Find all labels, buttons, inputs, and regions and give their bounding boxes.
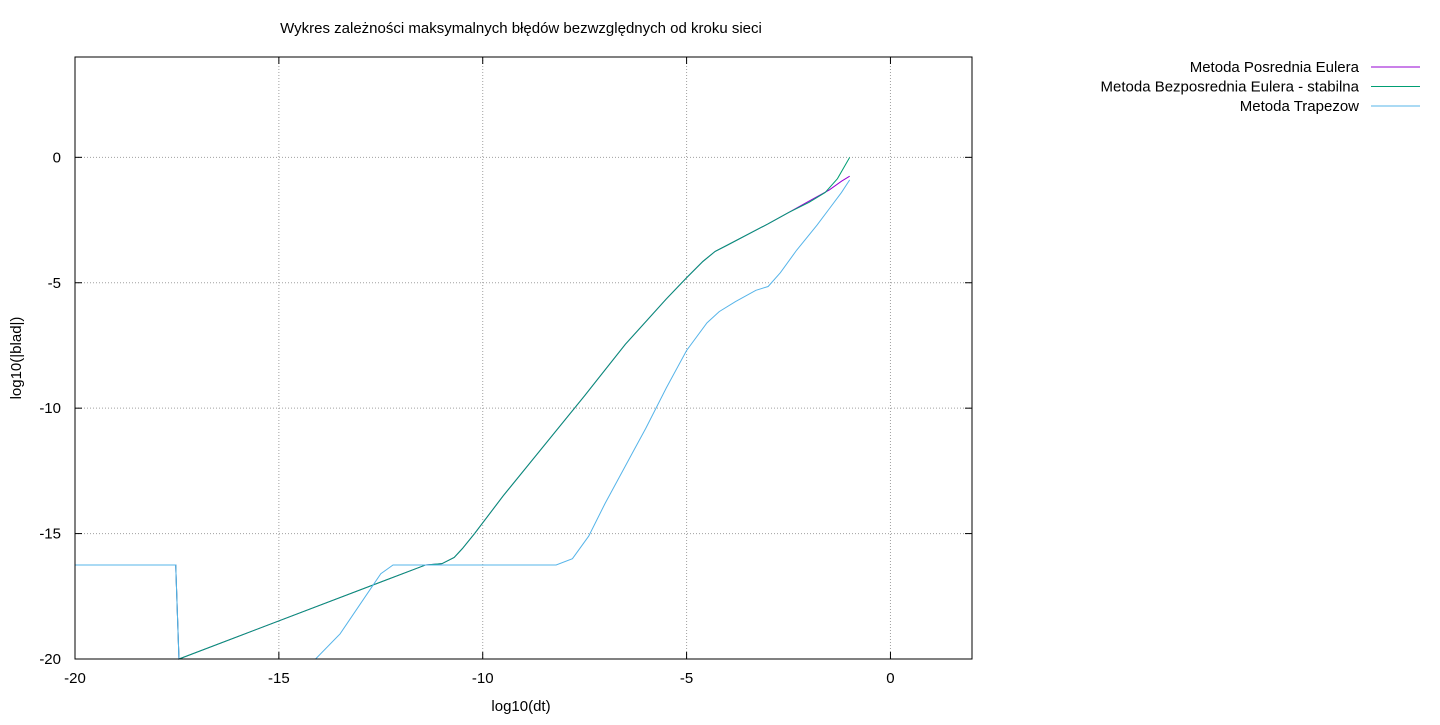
- x-tick-label: -20: [64, 670, 86, 687]
- series-line-1: [75, 175, 850, 660]
- axis-layer: -20 -15 -10 -5 0 0 -5 -10 -15 -20: [39, 56, 973, 687]
- x-tick-label: 0: [886, 670, 894, 687]
- y-tick-label: -20: [39, 651, 61, 668]
- y-tick-label: -10: [39, 400, 61, 417]
- series-layer: [75, 157, 851, 660]
- y-tick-label: 0: [53, 149, 61, 166]
- x-axis-label: log10(dt): [491, 698, 550, 715]
- series-line-3: [75, 179, 851, 660]
- grid-layer: [75, 57, 972, 659]
- series-line-2: [75, 157, 851, 660]
- legend-label: Metoda Trapezow: [1240, 98, 1359, 115]
- x-tick-label: -10: [472, 670, 494, 687]
- x-tick-label: -15: [268, 670, 290, 687]
- y-axis-label: log10(|blad|): [8, 317, 25, 400]
- x-tick-label: -5: [680, 670, 693, 687]
- y-tick-label: -5: [48, 275, 61, 292]
- legend: Metoda Posrednia Eulera Metoda Bezposredn…: [1101, 59, 1420, 115]
- legend-label: Metoda Posrednia Eulera: [1190, 59, 1360, 76]
- legend-label: Metoda Bezposrednia Eulera - stabilna: [1101, 79, 1360, 96]
- plot-border: [74, 56, 973, 660]
- y-tick-label: -15: [39, 526, 61, 543]
- chart-title: Wykres zależności maksymalnych błędów be…: [280, 20, 762, 37]
